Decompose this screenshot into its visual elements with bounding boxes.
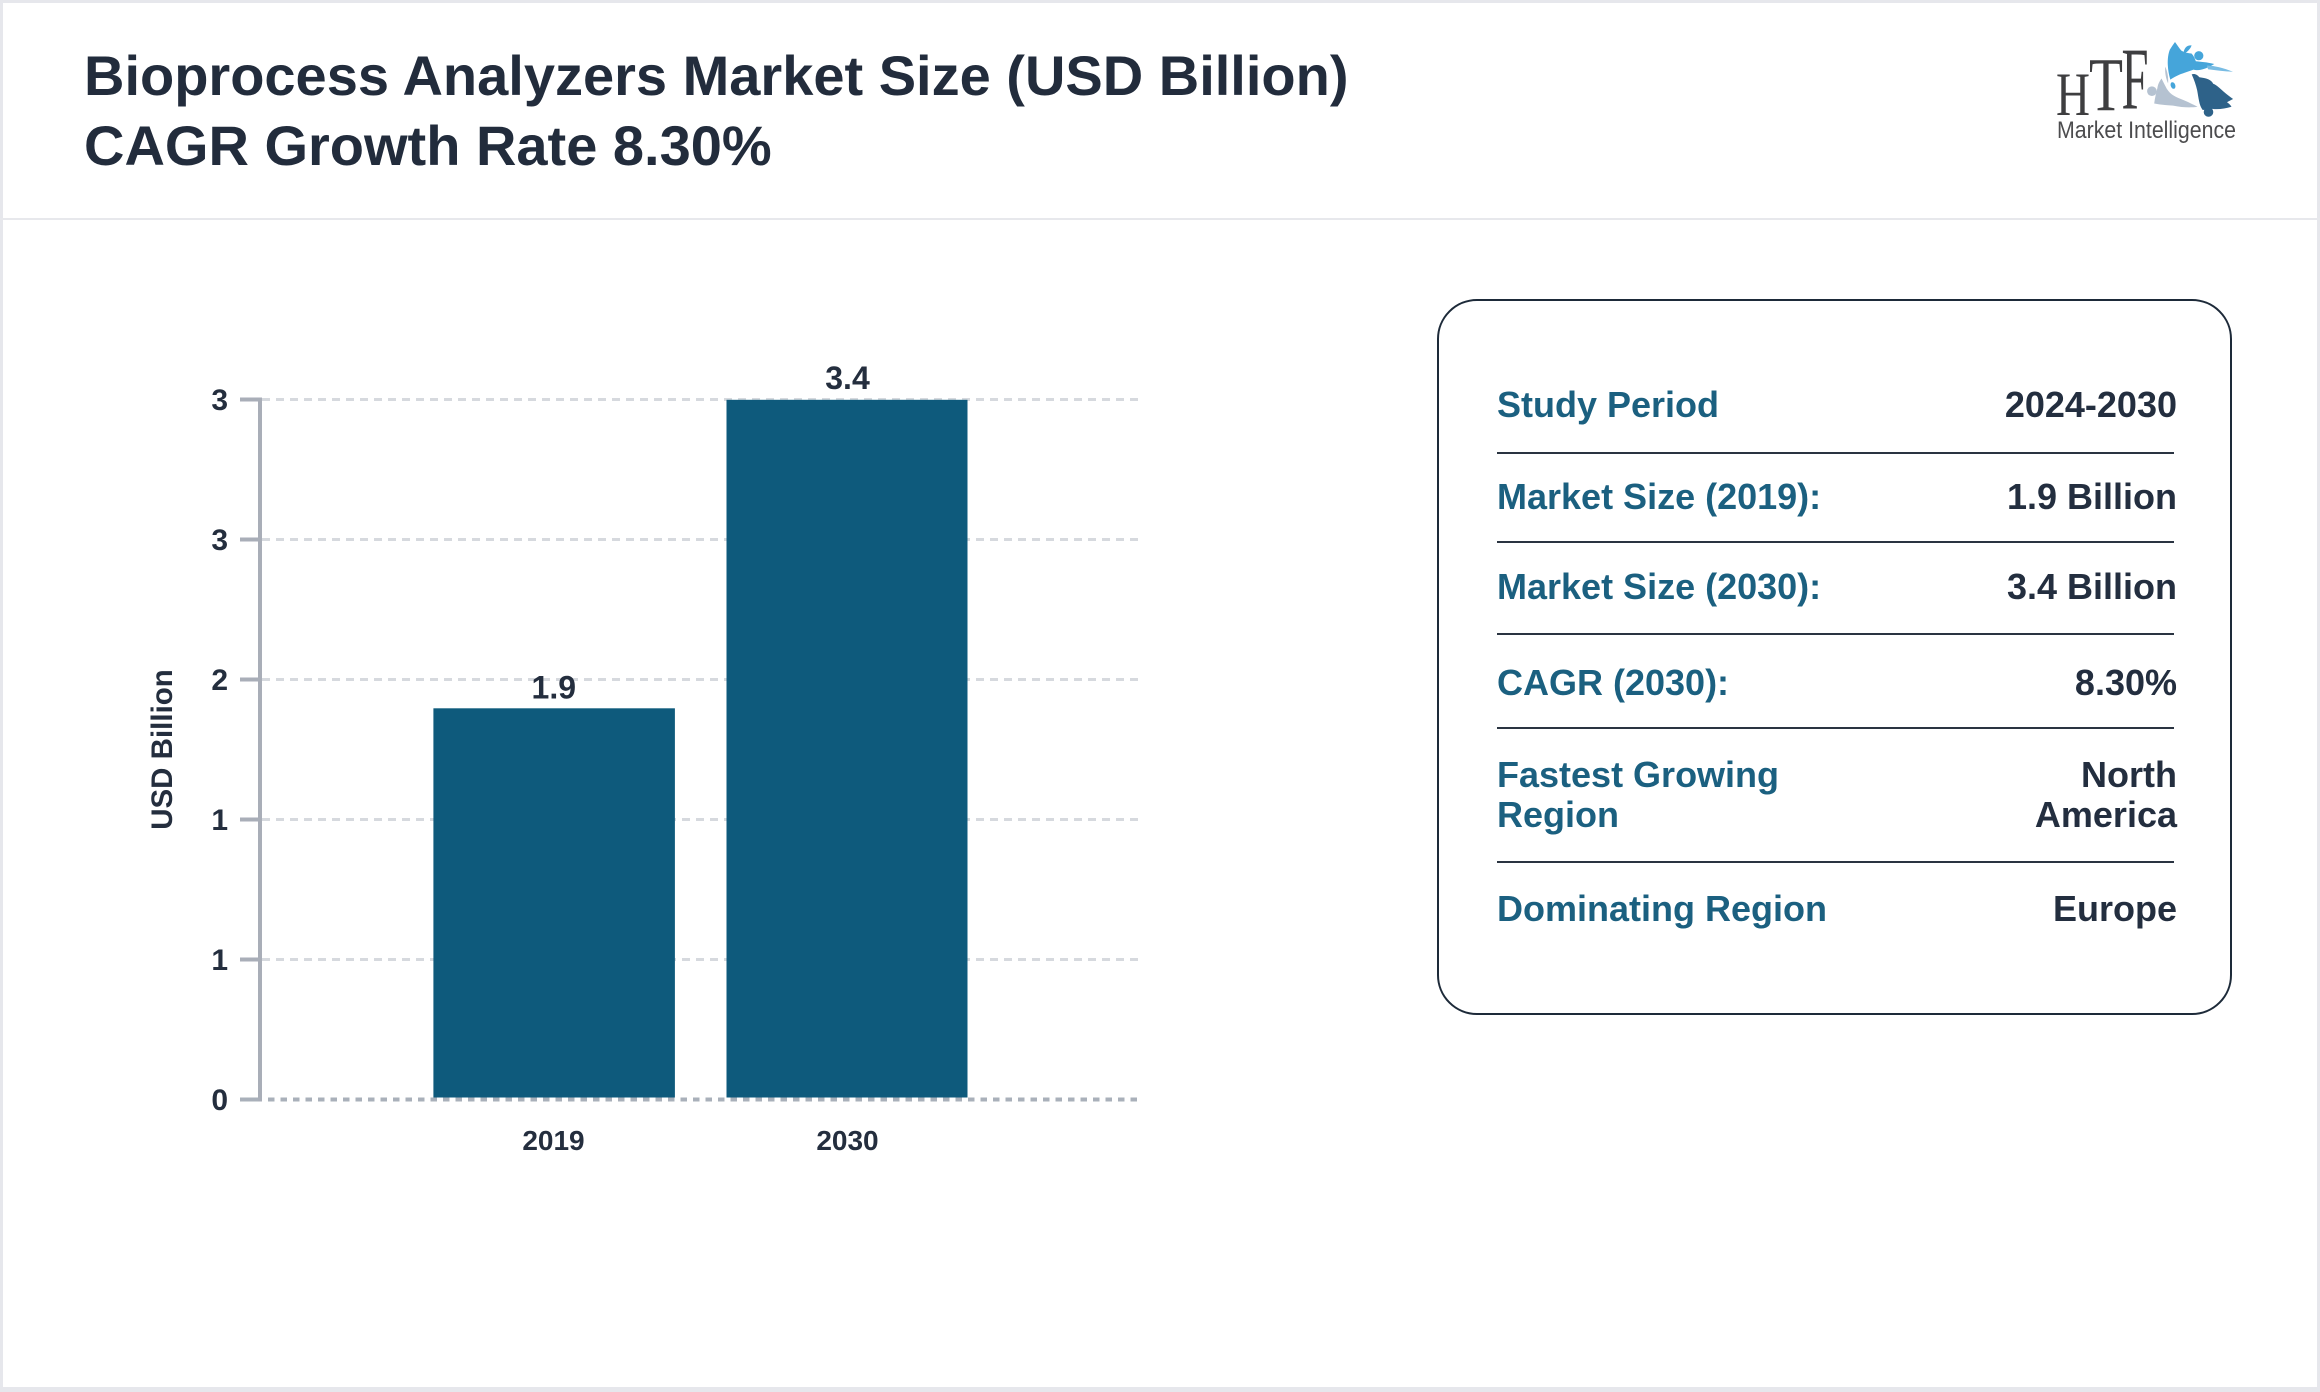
svg-text:Market Intelligence: Market Intelligence [2057,117,2236,144]
svg-text:F: F [2122,32,2149,129]
svg-text:0: 0 [211,1084,228,1117]
svg-text:T: T [2089,44,2123,128]
svg-text:1: 1 [211,804,228,837]
svg-text:2: 2 [211,664,228,697]
svg-text:3: 3 [211,524,228,557]
svg-text:H: H [2056,62,2090,129]
svg-text:3.4: 3.4 [825,360,870,396]
svg-text:3: 3 [211,384,228,417]
svg-text:1.9: 1.9 [532,670,576,706]
svg-text:USD Billion: USD Billion [146,669,179,830]
svg-text:1: 1 [211,944,228,977]
svg-text:2019: 2019 [522,1125,584,1156]
svg-text:2030: 2030 [816,1125,878,1156]
